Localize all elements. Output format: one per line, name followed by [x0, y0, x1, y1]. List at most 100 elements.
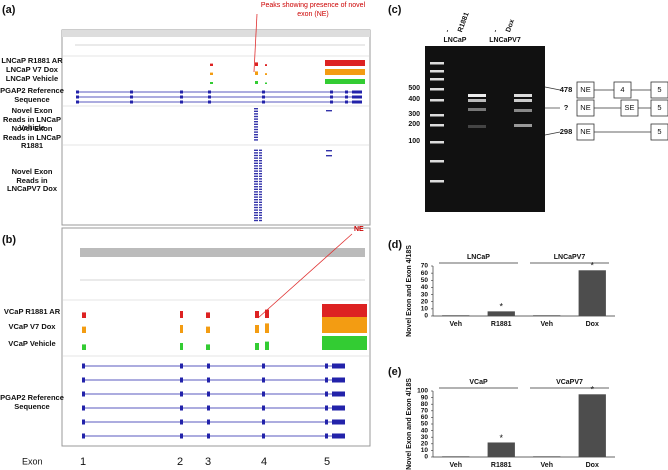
panel-label: (d) — [388, 239, 402, 251]
coverage-peak — [325, 60, 365, 66]
product-size: ? — [564, 103, 569, 112]
gene-exon — [130, 95, 133, 99]
gene-exon — [335, 377, 345, 383]
y-tick-label: 80 — [421, 401, 429, 408]
exon-name: NE — [580, 127, 590, 136]
read — [254, 115, 258, 118]
coverage-peak — [206, 344, 210, 350]
ladder-band — [430, 160, 444, 163]
gene-exon — [345, 95, 348, 99]
read — [254, 131, 258, 133]
read — [259, 154, 262, 157]
bar — [487, 442, 515, 457]
panel-label: (c) — [388, 4, 402, 16]
coverage-peak — [265, 82, 267, 84]
gel — [425, 46, 545, 212]
read — [259, 180, 262, 183]
read — [259, 204, 262, 206]
gene-exon — [180, 363, 183, 369]
cell-line-label: LNCaP — [444, 37, 467, 44]
igv-frame — [61, 227, 371, 447]
panel-label: (b) — [2, 234, 16, 246]
gene-exon — [352, 90, 362, 94]
gel-band — [514, 124, 532, 127]
track-label: Novel Exon Reads in LNCaP R1881 — [3, 124, 61, 150]
coverage-peak — [82, 344, 86, 350]
read — [259, 165, 262, 167]
read — [254, 204, 258, 206]
bar — [487, 311, 515, 316]
gene-exon — [332, 363, 335, 369]
read — [259, 152, 262, 154]
y-tick-label: 70 — [421, 408, 429, 415]
exon-name: 5 — [657, 127, 661, 136]
gene-exon — [76, 95, 79, 99]
x-tick-label: Veh — [541, 462, 553, 469]
read — [254, 199, 258, 201]
gel-band — [468, 94, 486, 97]
y-tick-label: 30 — [421, 434, 429, 441]
read — [254, 110, 258, 112]
gel-band — [468, 108, 486, 111]
exon-box — [650, 123, 668, 141]
ladder-label: 100 — [408, 138, 420, 145]
ladder-label: 200 — [408, 121, 420, 128]
read — [254, 113, 258, 115]
coverage-peak — [180, 325, 183, 333]
read — [254, 149, 258, 151]
read — [254, 128, 258, 131]
gene-exon — [130, 90, 133, 94]
read — [259, 188, 262, 190]
igv-ideogram — [62, 30, 370, 37]
read — [254, 175, 258, 177]
coverage-peak — [325, 79, 365, 84]
product-size: 298 — [560, 127, 573, 136]
ladder-band — [430, 62, 444, 65]
lane-label: - — [492, 28, 500, 33]
lane-label: - — [444, 28, 452, 33]
read — [259, 170, 262, 172]
coverage-peak — [255, 62, 258, 66]
gene-exon — [262, 405, 265, 411]
ladder-band — [430, 99, 444, 102]
read — [259, 178, 262, 180]
y-tick-label: 30 — [421, 291, 429, 298]
track-label: VCaP Vehicle — [8, 339, 56, 348]
read — [259, 214, 262, 216]
exon-box — [576, 99, 595, 117]
y-tick-label: 20 — [421, 298, 429, 305]
bar — [533, 315, 561, 316]
exon-number: 4 — [261, 456, 267, 468]
read — [254, 139, 258, 141]
y-tick-label: 40 — [421, 427, 429, 434]
gene-exon — [207, 391, 210, 397]
gene-exon — [325, 363, 328, 369]
y-tick-label: 50 — [421, 277, 429, 284]
coverage-peak — [322, 336, 367, 350]
y-tick-label: 60 — [421, 414, 429, 421]
ladder-label: 400 — [408, 96, 420, 103]
lane-label: R1881 — [457, 11, 471, 33]
read — [254, 108, 258, 110]
read — [254, 152, 258, 154]
x-tick-label: Veh — [450, 321, 462, 328]
read — [254, 217, 258, 219]
cell-line-label: LNCaPV7 — [489, 37, 521, 44]
y-tick-label: 0 — [424, 454, 428, 461]
gene-exon — [325, 391, 328, 397]
ladder-band — [430, 180, 444, 183]
group-label: VCaPV7 — [556, 379, 583, 386]
read — [259, 199, 262, 201]
coverage-peak — [265, 323, 269, 333]
y-tick-label: 10 — [421, 306, 429, 313]
y-axis-label: Novel Exon and Exon 4/18S — [406, 245, 413, 337]
track-label: PGAP2 Reference Sequence — [0, 393, 64, 411]
read — [254, 118, 258, 120]
gene-exon — [262, 100, 265, 104]
read — [259, 219, 262, 222]
exon-box — [620, 99, 639, 117]
panel-label: (a) — [2, 4, 16, 16]
gene-exon — [207, 363, 210, 369]
x-tick-label: R1881 — [491, 462, 512, 469]
